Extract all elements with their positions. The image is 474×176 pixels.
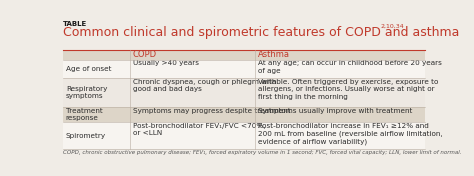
Text: Variable. Often triggered by exercise, exposure to
allergens, or infections. Usu: Variable. Often triggered by exercise, e… xyxy=(258,79,438,100)
Bar xyxy=(63,122,425,149)
Text: Usually >40 years: Usually >40 years xyxy=(133,60,199,66)
Text: COPD: COPD xyxy=(133,50,157,59)
Text: Symptoms may progress despite treatment: Symptoms may progress despite treatment xyxy=(133,108,291,114)
Text: Post-bronchodilator increase in FEV₁ ≥12% and
200 mL from baseline (reversible a: Post-bronchodilator increase in FEV₁ ≥12… xyxy=(258,123,442,144)
Text: Common clinical and spirometric features of COPD and asthma: Common clinical and spirometric features… xyxy=(63,26,459,39)
Text: Symptoms usually improve with treatment: Symptoms usually improve with treatment xyxy=(258,108,412,114)
Text: Asthma: Asthma xyxy=(258,50,290,59)
Text: Post-bronchodilator FEV₁/FVC <70%,
or <LLN: Post-bronchodilator FEV₁/FVC <70%, or <L… xyxy=(133,123,265,136)
Text: TABLE: TABLE xyxy=(63,21,87,27)
Text: Chronic dyspnea, cough or phlegm with
good and bad days: Chronic dyspnea, cough or phlegm with go… xyxy=(133,79,276,92)
Text: Treatment
response: Treatment response xyxy=(66,108,102,121)
Bar xyxy=(63,50,425,149)
Text: At any age; can occur in childhood before 20 years
of age: At any age; can occur in childhood befor… xyxy=(258,60,441,74)
Bar xyxy=(63,107,425,122)
Text: Respiratory
symptoms: Respiratory symptoms xyxy=(66,86,107,99)
Text: 2,10,34: 2,10,34 xyxy=(381,24,404,29)
Text: Age of onset: Age of onset xyxy=(66,66,111,72)
Text: COPD, chronic obstructive pulmonary disease; FEV₁, forced expiratory volume in 1: COPD, chronic obstructive pulmonary dise… xyxy=(63,150,461,155)
Bar xyxy=(63,50,425,60)
Bar xyxy=(63,78,425,107)
Bar xyxy=(63,60,425,78)
Text: Spirometry: Spirometry xyxy=(66,133,106,139)
